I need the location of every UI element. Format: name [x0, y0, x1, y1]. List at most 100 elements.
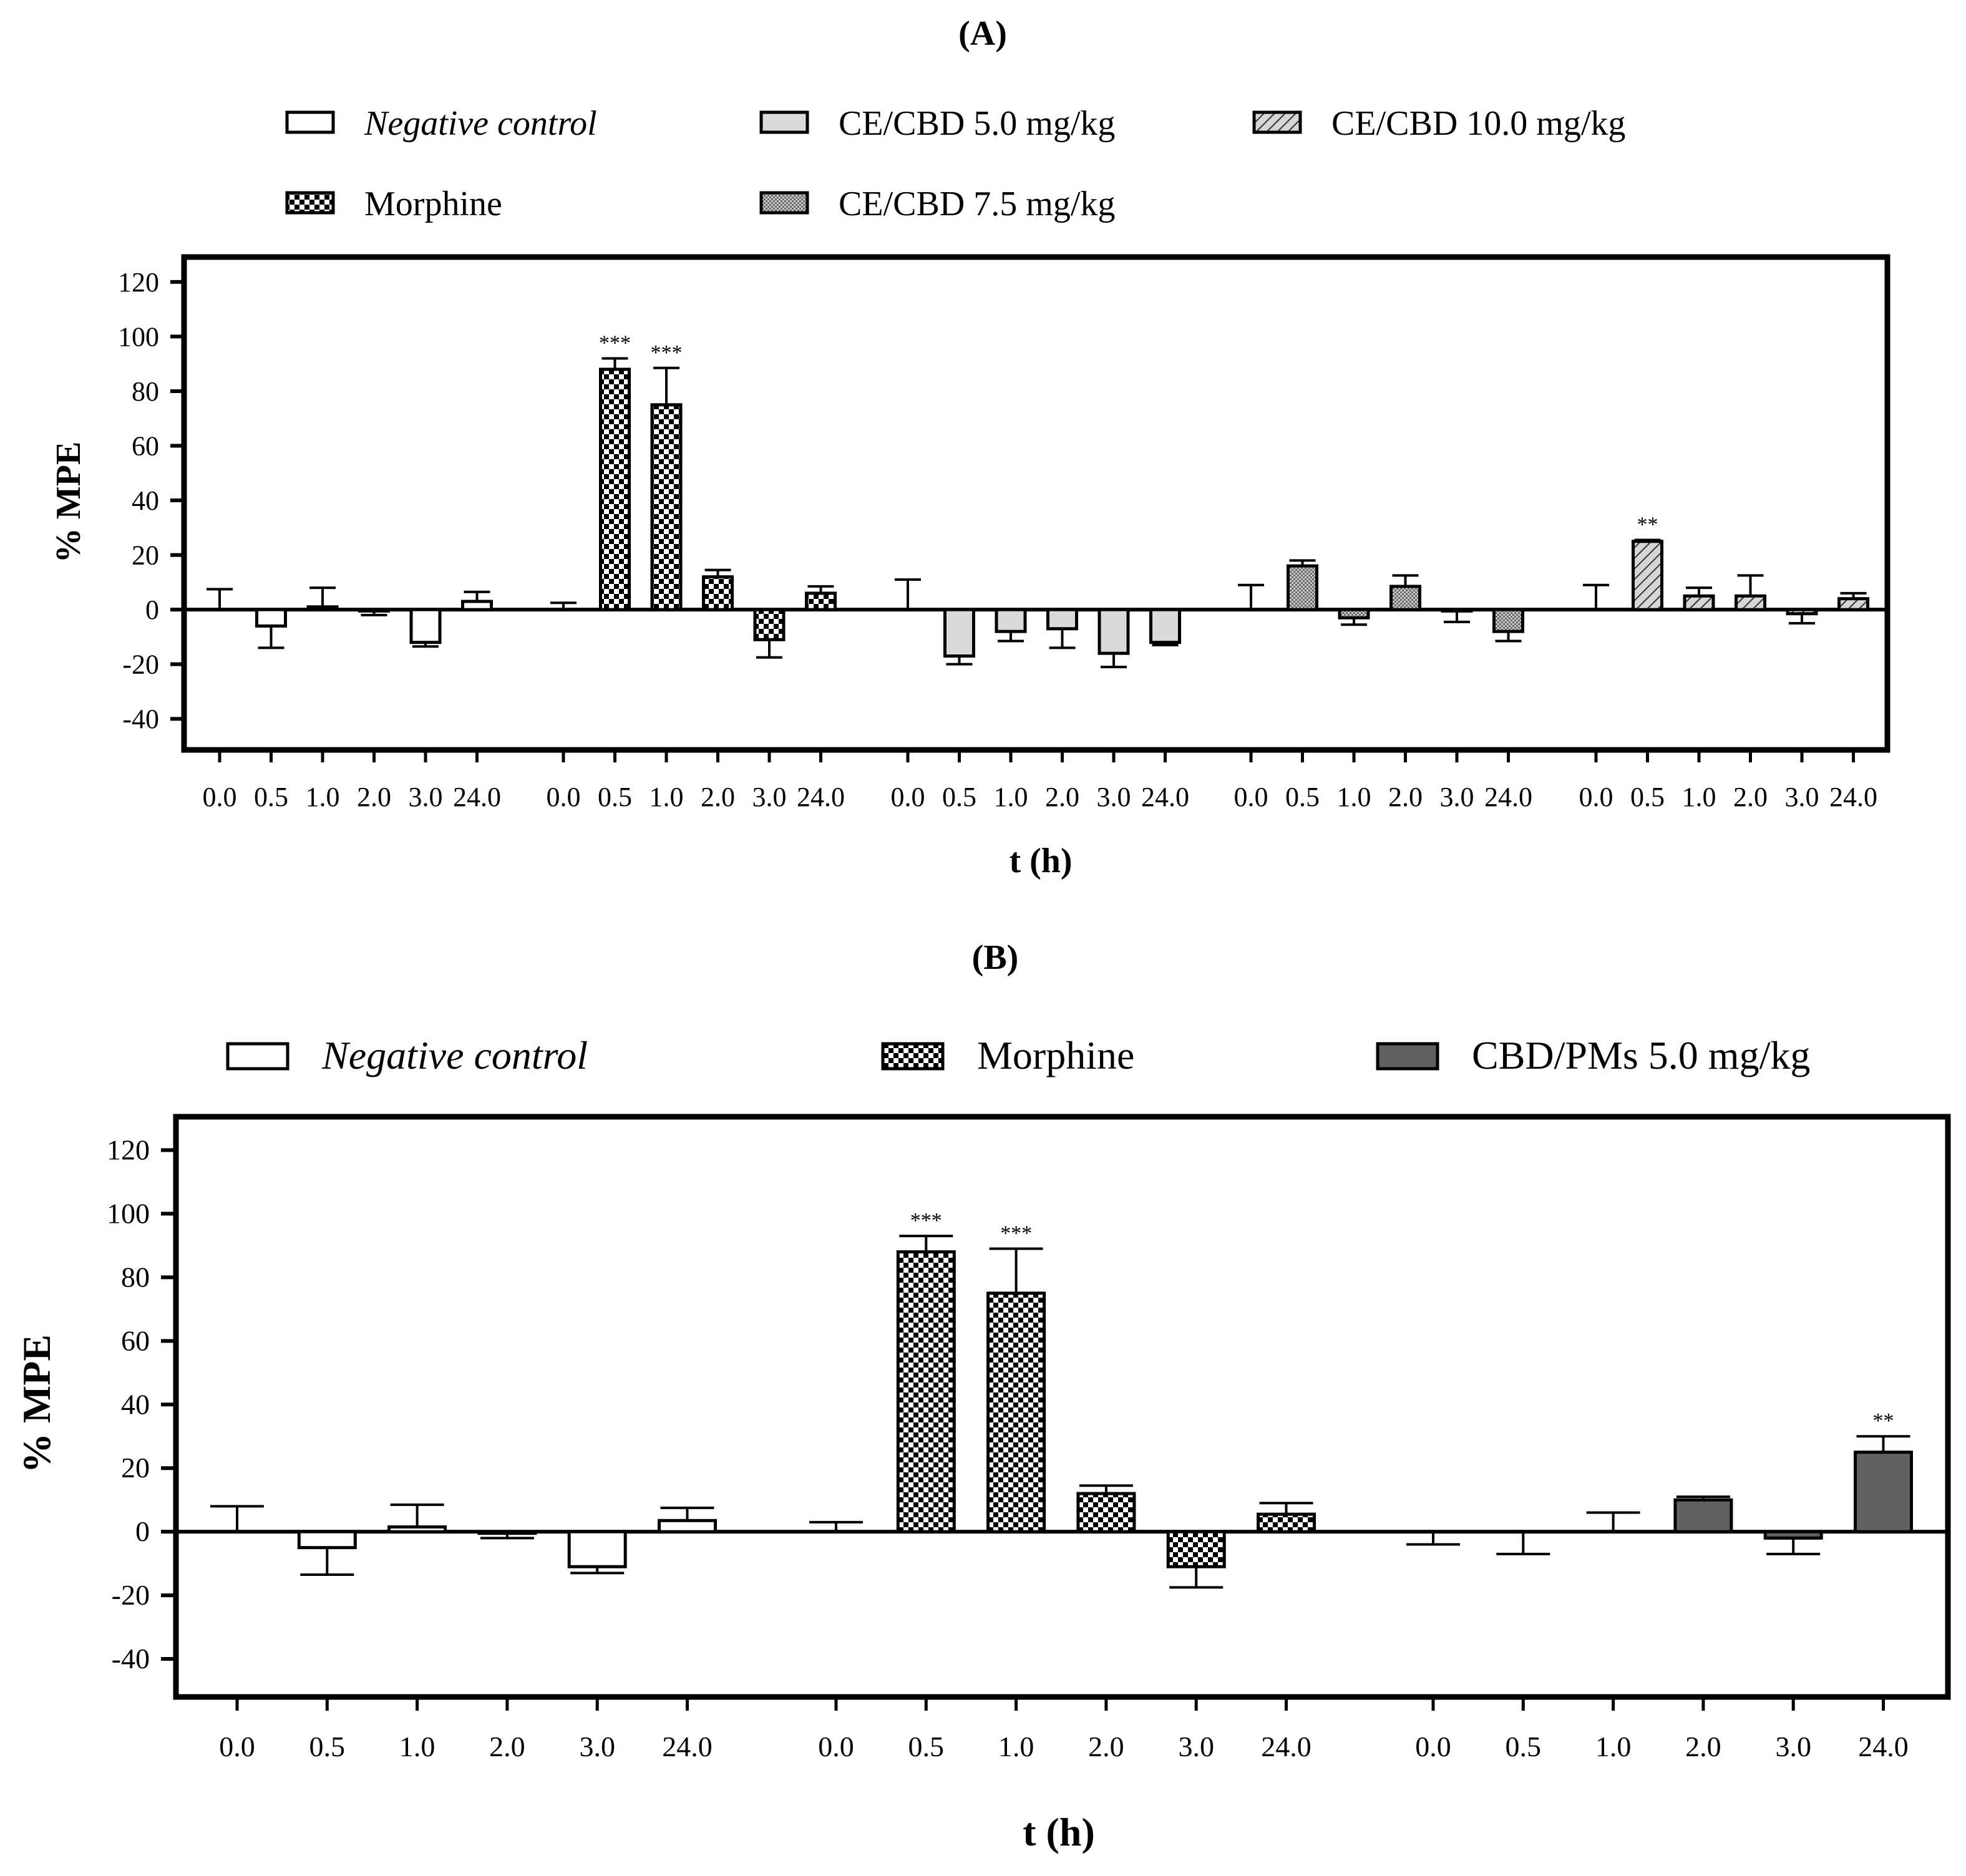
- bar: [255, 608, 287, 628]
- x-tick-label: 24.0: [797, 782, 845, 812]
- x-tick-label: 24.0: [1261, 1731, 1311, 1762]
- x-tick-label: 0.0: [547, 782, 581, 812]
- bar: [1389, 585, 1421, 611]
- panel-b-xlabel: t (h): [1023, 1810, 1095, 1854]
- x-tick-label: 0.0: [203, 782, 237, 812]
- x-tick-label: 0.0: [219, 1731, 255, 1762]
- bar: [297, 1530, 357, 1550]
- y-tick-label: 100: [118, 321, 159, 352]
- panel-a-ylabel: % MPE: [49, 442, 88, 563]
- bar: [702, 575, 734, 611]
- significance-label: **: [1873, 1409, 1894, 1432]
- x-tick-label: 2.0: [1088, 1731, 1124, 1762]
- bar: [1735, 594, 1766, 611]
- bar: [1632, 540, 1663, 611]
- bar: [896, 1250, 956, 1533]
- x-tick-label: 0.5: [309, 1731, 346, 1762]
- panel-b-bars: -40 -20 0 20 40 60 80 100 120 0.0 0.5 1.0 2.0 3.0 24.0…: [107, 1134, 1948, 1762]
- bar: [1046, 608, 1078, 631]
- panel-a-title: (A): [958, 14, 1007, 53]
- bar: [599, 367, 631, 611]
- x-tick-label: 24.0: [1141, 782, 1189, 812]
- legend-label: Morphine: [364, 185, 502, 223]
- x-tick-label: 1.0: [1595, 1731, 1632, 1762]
- x-tick-label: 0.5: [598, 782, 632, 812]
- bar: [1492, 608, 1524, 633]
- bar: [943, 608, 975, 658]
- y-tick-label: 20: [121, 1452, 150, 1484]
- y-tick-label: 120: [107, 1134, 150, 1165]
- bar: [1166, 1530, 1226, 1568]
- bar: [805, 591, 837, 611]
- x-tick-label: 2.0: [1685, 1731, 1721, 1762]
- x-tick-label: 3.0: [752, 782, 787, 812]
- x-tick-label: 1.0: [1682, 782, 1716, 812]
- bar: [1786, 608, 1818, 616]
- bar: [1854, 1451, 1913, 1533]
- x-tick-label: 24.0: [453, 782, 501, 812]
- legend-swatch: [285, 110, 335, 134]
- legend-label: Morphine: [977, 1033, 1134, 1077]
- x-tick-label: 0.5: [254, 782, 288, 812]
- x-tick-label: 1.0: [306, 782, 340, 812]
- legend-swatch: [1376, 1042, 1439, 1071]
- bar: [1837, 597, 1869, 611]
- x-tick-label: 0.5: [908, 1731, 945, 1762]
- y-tick-label: 120: [118, 267, 159, 298]
- bar: [306, 605, 339, 611]
- legend-swatch: [881, 1042, 945, 1071]
- x-tick-label: 0.5: [1630, 782, 1665, 812]
- bar: [1287, 564, 1318, 611]
- panel-b-ylabel: % MPE: [14, 1334, 59, 1473]
- significance-label: ***: [910, 1209, 942, 1232]
- y-tick-label: -40: [112, 1643, 150, 1674]
- bar: [986, 1291, 1046, 1533]
- bar: [1683, 594, 1715, 611]
- legend-swatch: [226, 1042, 290, 1071]
- x-tick-label: 3.0: [1178, 1731, 1214, 1762]
- panel-b-plot-frame: [173, 1114, 1951, 1700]
- x-tick-label: 24.0: [1829, 782, 1877, 812]
- x-tick-label: 2.0: [1733, 782, 1768, 812]
- panel-a-bars: -40 -20 0 20 40 60 80 100 120 0.0 0.5 1.0 2.0 3.0 24.0…: [118, 267, 1887, 812]
- x-tick-label: 0.0: [1234, 782, 1268, 812]
- x-tick-label: 3.0: [579, 1731, 615, 1762]
- y-tick-label: 80: [121, 1261, 150, 1293]
- x-tick-label: 3.0: [1440, 782, 1474, 812]
- y-tick-label: -20: [112, 1579, 150, 1611]
- x-tick-label: 0.0: [818, 1731, 854, 1762]
- x-tick-label: 0.5: [1506, 1731, 1542, 1762]
- bar: [1149, 608, 1181, 644]
- x-tick-label: 2.0: [489, 1731, 525, 1762]
- x-tick-label: 1.0: [1337, 782, 1371, 812]
- x-tick-label: 1.0: [998, 1731, 1034, 1762]
- y-tick-label: 60: [132, 431, 159, 462]
- x-tick-label: 3.0: [409, 782, 443, 812]
- legend-label: CE/CBD 7.5 mg/kg: [839, 185, 1115, 223]
- x-tick-label: 2.0: [701, 782, 735, 812]
- x-tick-label: 24.0: [1858, 1731, 1909, 1762]
- significance-label: **: [1637, 513, 1658, 537]
- bar: [567, 1530, 627, 1568]
- bar: [1257, 1512, 1316, 1533]
- x-tick-label: 0.0: [1415, 1731, 1451, 1762]
- y-tick-label: 0: [145, 595, 159, 625]
- bar: [1097, 608, 1130, 655]
- legend-label: CBD/PMs 5.0 mg/kg: [1472, 1033, 1810, 1077]
- bar: [1763, 1530, 1823, 1540]
- y-tick-label: 0: [135, 1515, 150, 1547]
- bar: [387, 1525, 447, 1533]
- x-tick-label: 1.0: [650, 782, 684, 812]
- y-tick-label: 80: [132, 376, 159, 407]
- significance-label: ***: [599, 331, 631, 354]
- legend-swatch: [1252, 110, 1302, 134]
- x-tick-label: 0.5: [942, 782, 976, 812]
- legend-label: CE/CBD 5.0 mg/kg: [839, 104, 1115, 143]
- bar: [461, 600, 493, 611]
- bar: [1441, 608, 1473, 613]
- x-tick-label: 2.0: [357, 782, 391, 812]
- bar: [358, 608, 390, 613]
- bar: [477, 1530, 537, 1535]
- x-tick-label: 24.0: [1484, 782, 1532, 812]
